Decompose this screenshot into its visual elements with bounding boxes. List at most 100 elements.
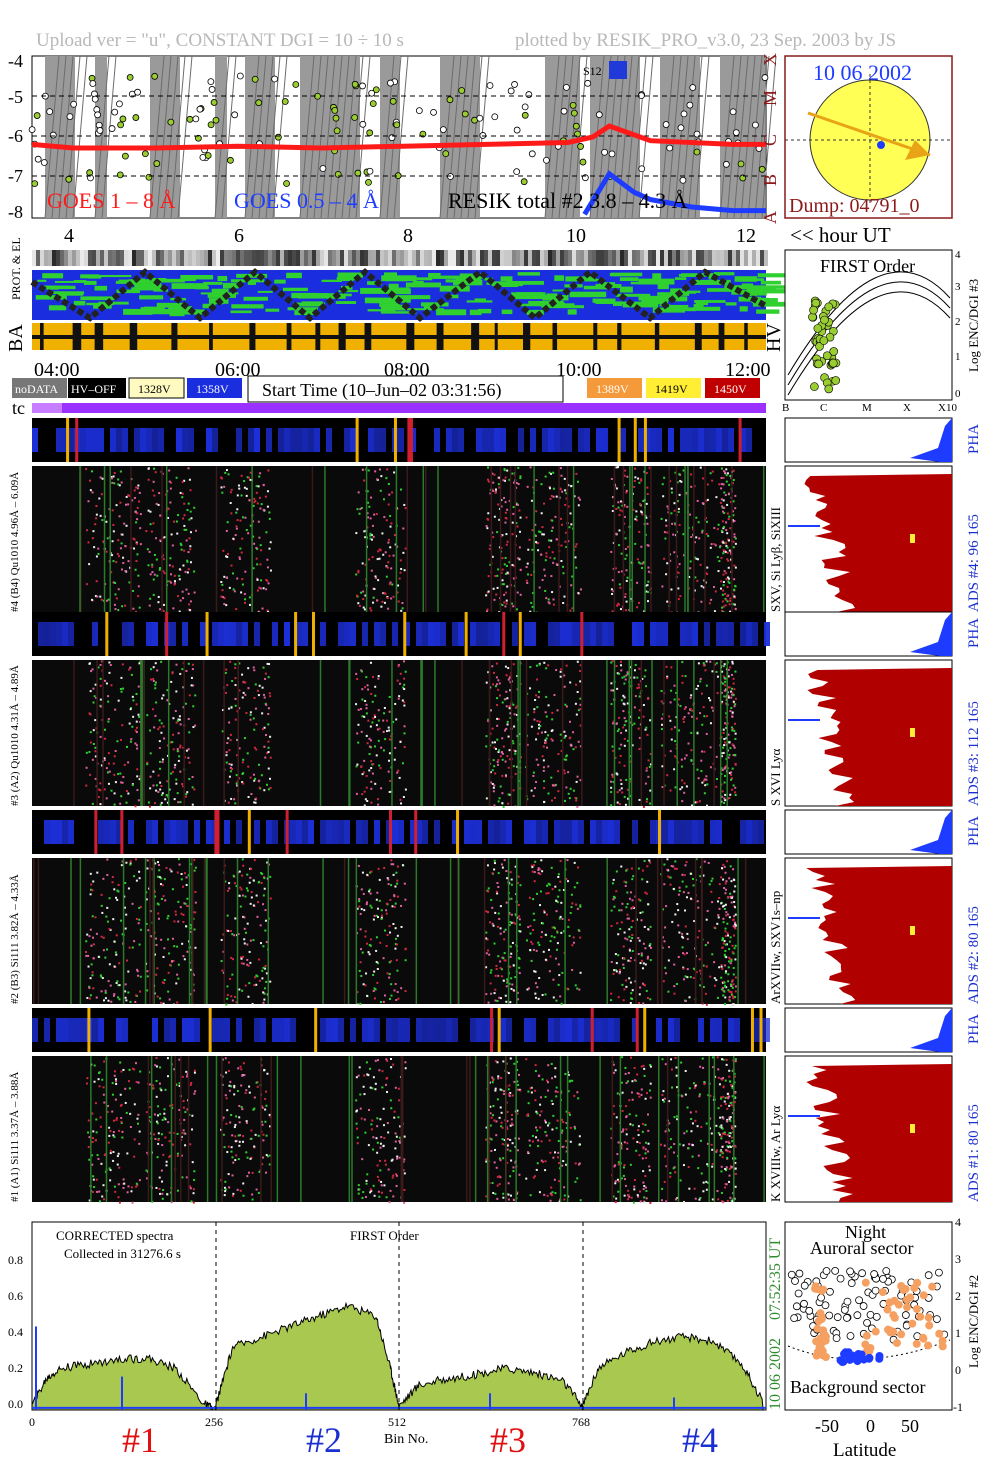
spec-px — [699, 677, 702, 680]
prot-mark — [390, 287, 410, 292]
spec-px — [734, 786, 737, 789]
spec-px — [723, 940, 726, 943]
prot-mark — [751, 285, 788, 289]
spec-px — [556, 942, 559, 945]
spec-px — [571, 575, 574, 578]
spec-px — [220, 580, 223, 583]
spec-px — [666, 531, 669, 534]
spec-px — [724, 604, 727, 607]
pha-cell — [692, 820, 698, 844]
spec-px — [703, 715, 706, 718]
spec-px — [103, 788, 106, 791]
spec-px — [242, 516, 245, 519]
spec-px — [670, 666, 673, 669]
gray-cell — [108, 250, 112, 266]
spec-px — [664, 537, 667, 540]
spec-px — [625, 600, 628, 603]
spec-px — [509, 945, 512, 948]
pha-cell — [566, 622, 572, 646]
gray-cell — [80, 250, 84, 266]
spec-col — [713, 660, 715, 806]
prot-mark — [168, 306, 193, 311]
spec-px — [146, 989, 149, 992]
spec-px — [363, 608, 366, 611]
spec-px — [161, 758, 164, 761]
spec-px — [529, 932, 532, 935]
spec-px — [550, 738, 553, 741]
spec-px — [732, 693, 735, 696]
spec-px — [670, 512, 673, 515]
spec-px — [111, 540, 114, 543]
gray-cell — [436, 250, 440, 266]
pha-cell — [602, 820, 608, 844]
fo-xtick: B — [782, 402, 789, 414]
pha-cell — [242, 622, 248, 646]
spec-px — [734, 958, 737, 961]
spec-px — [113, 603, 116, 606]
spec-px — [732, 925, 735, 928]
spec-px — [383, 592, 386, 595]
spec-px — [189, 609, 192, 612]
spec-px — [640, 959, 643, 962]
spec-px — [611, 579, 614, 582]
spec-px — [500, 968, 503, 971]
spec-px — [177, 718, 180, 721]
spec-px — [179, 801, 182, 804]
spec-px — [729, 936, 732, 939]
spec-px — [533, 871, 536, 874]
spec-px — [136, 506, 139, 509]
spec-px — [491, 665, 494, 668]
spec-px — [114, 593, 117, 596]
spec-px — [727, 686, 730, 689]
spec-px — [133, 940, 136, 943]
spec-px — [726, 551, 729, 554]
pha-cell — [50, 622, 56, 646]
spec-px — [682, 717, 685, 720]
spec-px — [554, 927, 557, 930]
spec-px — [669, 480, 672, 483]
gray-cell — [472, 250, 476, 266]
spec-px — [644, 728, 647, 731]
spec-px — [552, 471, 555, 474]
gray-cell — [700, 250, 704, 266]
spec-px — [713, 961, 716, 964]
spec-px — [545, 667, 548, 670]
spec-col — [391, 660, 393, 806]
spec-px — [547, 601, 550, 604]
spec-px — [119, 470, 122, 473]
resik-point — [40, 159, 48, 166]
spec-px — [373, 745, 376, 748]
spec-px — [380, 475, 383, 478]
spec-px — [112, 530, 115, 533]
spec-px — [397, 584, 400, 587]
spec-px — [232, 874, 235, 877]
spec-px — [503, 729, 506, 732]
spec-px — [132, 607, 135, 610]
spec-px — [721, 769, 724, 772]
spec-px — [508, 982, 511, 985]
spec-px — [732, 546, 735, 549]
pha-flare — [120, 810, 124, 854]
spec-px — [518, 972, 521, 975]
spec-px — [675, 983, 678, 986]
spec-px — [193, 506, 196, 509]
pha-cell — [494, 622, 500, 646]
spec-px — [509, 675, 512, 678]
spec-px — [708, 883, 711, 886]
spec-px — [389, 931, 392, 934]
pha-cell — [200, 622, 206, 646]
spec-px — [127, 991, 130, 994]
spec-px — [705, 1003, 708, 1006]
spec-px — [395, 959, 398, 962]
gray-cell — [456, 250, 460, 266]
spec-px — [731, 691, 734, 694]
spec-px — [256, 689, 259, 692]
pha-cell — [254, 820, 260, 844]
prot-mark — [666, 307, 696, 312]
spec-px — [253, 542, 256, 545]
spec-px — [91, 974, 94, 977]
prot-mark — [459, 273, 484, 279]
prot-mark — [469, 309, 482, 316]
spec-px — [705, 732, 708, 735]
spec-px — [394, 702, 397, 705]
